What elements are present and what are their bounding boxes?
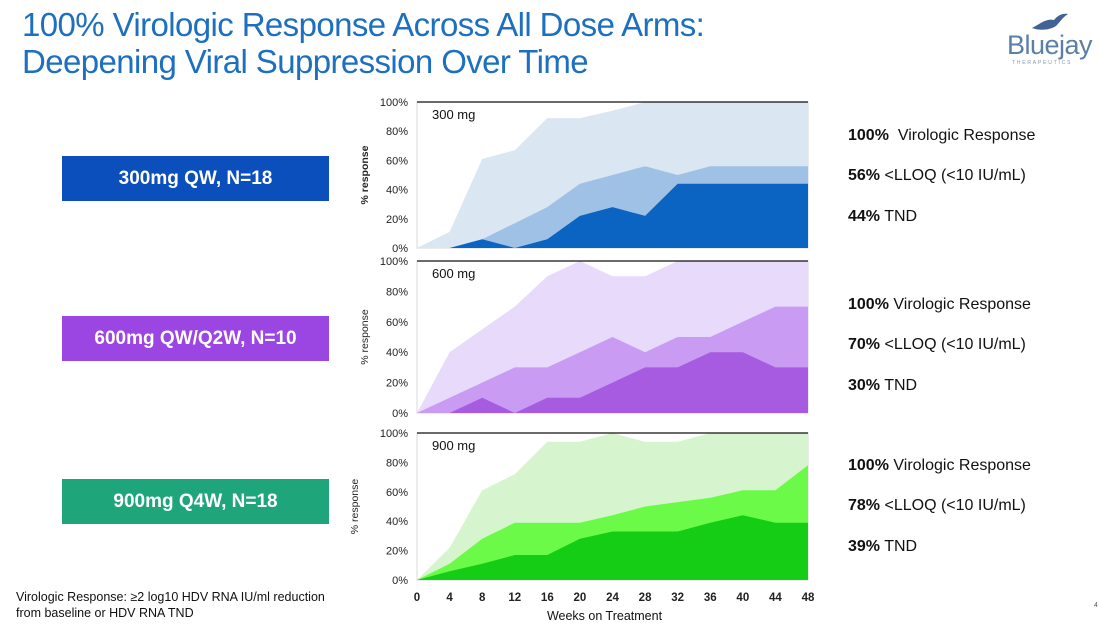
- stat-value: 39%: [848, 538, 881, 555]
- y-tick-label: 0%: [392, 408, 408, 420]
- logo-subtitle: THERAPEUTICS: [1012, 60, 1073, 66]
- footnote-line-1: Virologic Response: ≥2 log10 HDV RNA IU/…: [16, 590, 325, 604]
- x-tick-label: 8: [479, 592, 486, 604]
- x-axis-label: Weeks on Treatment: [547, 609, 663, 623]
- x-tick-label: 4: [446, 592, 453, 604]
- y-tick-label: 0%: [392, 243, 408, 255]
- x-tick-label: 0: [414, 592, 420, 604]
- stat-text: <LLOQ (<10 IU/mL): [884, 167, 1026, 184]
- arm-label-600mg: 600mg QW/Q2W, N=10: [62, 316, 329, 361]
- footnote: Virologic Response: ≥2 log10 HDV RNA IU/…: [16, 589, 376, 621]
- stat-text: Virologic Response: [893, 296, 1031, 313]
- x-tick-label: 20: [574, 592, 587, 604]
- stat-300-virologic-response: 100% Virologic Response: [848, 127, 1035, 145]
- dose-annotation: 600 mg: [432, 266, 475, 281]
- stat-value: 100%: [848, 296, 889, 313]
- arm-label-300mg: 300mg QW, N=18: [62, 156, 329, 201]
- y-tick-label: 0%: [392, 575, 408, 587]
- y-tick-label: 60%: [386, 155, 408, 167]
- y-tick-label: 60%: [386, 317, 408, 329]
- stat-300-lloq: 56% <LLOQ (<10 IU/mL): [848, 167, 1026, 185]
- page-title-line-2: Deepening Viral Suppression Over Time: [22, 43, 589, 80]
- y-tick-label: 20%: [386, 378, 408, 390]
- stat-600-virologic-response: 100% Virologic Response: [848, 296, 1031, 314]
- y-axis-label: % response: [349, 479, 361, 535]
- x-tick-label: 16: [541, 592, 554, 604]
- stat-value: 30%: [848, 377, 881, 394]
- bird-icon: [1032, 13, 1068, 30]
- stat-value: 100%: [848, 457, 889, 474]
- x-tick-label: 36: [704, 592, 717, 604]
- dose-annotation: 300 mg: [432, 107, 475, 122]
- series-area-1-2: [417, 352, 808, 413]
- x-tick-label: 44: [769, 592, 782, 604]
- stat-600-lloq: 70% <LLOQ (<10 IU/mL): [848, 336, 1026, 354]
- y-tick-label: 80%: [386, 286, 408, 298]
- stat-text: <LLOQ (<10 IU/mL): [884, 497, 1026, 514]
- stat-900-virologic-response: 100% Virologic Response: [848, 457, 1031, 475]
- x-tick-label: 24: [606, 592, 619, 604]
- stat-text: Virologic Response: [897, 127, 1036, 144]
- stat-text: <LLOQ (<10 IU/mL): [884, 336, 1026, 353]
- stat-value: 70%: [848, 336, 881, 353]
- y-tick-label: 60%: [386, 487, 408, 499]
- y-tick-label: 80%: [386, 457, 408, 469]
- stat-value: 44%: [848, 208, 881, 225]
- x-tick-label: 48: [802, 592, 815, 604]
- series-area-0-2: [417, 183, 808, 248]
- company-logo: Bluejay THERAPEUTICS: [1000, 12, 1099, 72]
- stat-300-tnd: 44% TND: [848, 208, 917, 226]
- stat-900-tnd: 39% TND: [848, 538, 917, 556]
- series-area-2-2: [417, 515, 808, 580]
- page-title: 100% Virologic Response Across All Dose …: [22, 6, 705, 80]
- x-tick-label: 12: [508, 592, 521, 604]
- y-tick-label: 40%: [386, 185, 408, 197]
- y-tick-label: 20%: [386, 546, 408, 558]
- y-tick-label: 100%: [380, 256, 408, 268]
- y-axis-label: % response: [359, 145, 371, 204]
- arm-label-900mg: 900mg Q4W, N=18: [62, 479, 329, 524]
- x-tick-label: 28: [639, 592, 652, 604]
- stat-900-lloq: 78% <LLOQ (<10 IU/mL): [848, 497, 1026, 515]
- y-tick-label: 20%: [386, 214, 408, 226]
- stat-text: TND: [884, 208, 918, 225]
- stat-600-tnd: 30% TND: [848, 377, 917, 395]
- y-tick-label: 40%: [386, 347, 408, 359]
- stat-text: TND: [884, 538, 918, 555]
- y-axis-label: % response: [359, 309, 371, 365]
- y-tick-label: 100%: [380, 428, 408, 440]
- y-tick-label: 40%: [386, 516, 408, 528]
- x-tick-label: 32: [671, 592, 684, 604]
- stat-value: 78%: [848, 497, 881, 514]
- dose-annotation: 900 mg: [432, 438, 475, 453]
- logo-wordmark: Bluejay: [1007, 30, 1093, 60]
- stat-text: Virologic Response: [893, 457, 1031, 474]
- stat-text: TND: [884, 377, 918, 394]
- x-tick-label: 40: [736, 592, 749, 604]
- page-number: 4: [1094, 602, 1098, 609]
- footnote-line-2: from baseline or HDV RNA TND: [16, 606, 194, 620]
- stat-value: 56%: [848, 167, 881, 184]
- y-tick-label: 100%: [380, 97, 408, 109]
- y-tick-label: 80%: [386, 126, 408, 138]
- page-title-line-1: 100% Virologic Response Across All Dose …: [22, 6, 705, 43]
- stat-value: 100%: [848, 127, 889, 144]
